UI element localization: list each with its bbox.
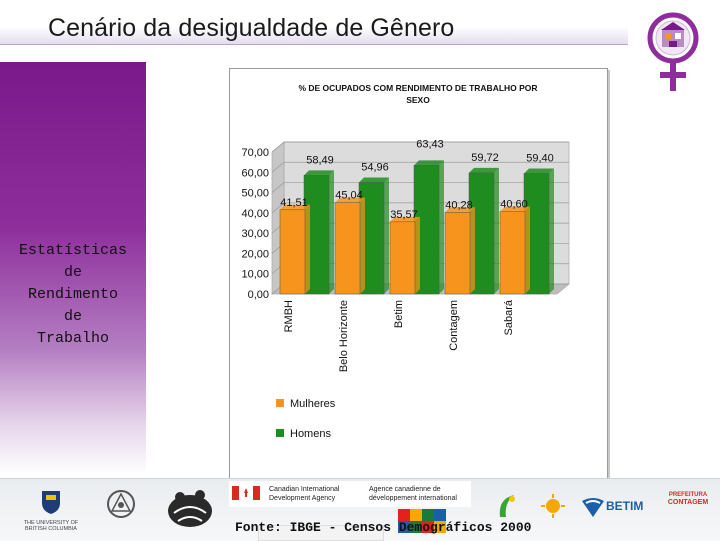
ubc-name-line: BRITISH COLUMBIA bbox=[25, 526, 77, 532]
gridline bbox=[271, 141, 569, 153]
data-label-homens: 54,96 bbox=[361, 162, 389, 174]
bar-mulheres-side bbox=[305, 204, 310, 294]
cida-name-en: Canadian International Development Agenc… bbox=[269, 485, 339, 503]
bar-mulheres bbox=[499, 211, 526, 295]
bar-mulheres-side bbox=[525, 206, 530, 294]
header-bar bbox=[0, 0, 628, 45]
bar-mulheres-top bbox=[500, 206, 530, 212]
ubc-name-line: THE UNIVERSITY OF bbox=[23, 520, 79, 526]
bar-homens-top bbox=[304, 170, 334, 176]
category-label: Belo Horizonte bbox=[338, 300, 350, 372]
cida-en-line: Canadian International bbox=[269, 486, 340, 493]
data-label-homens: 63,43 bbox=[416, 138, 444, 150]
sidebar-band bbox=[0, 62, 146, 474]
legend-label: Mulheres bbox=[290, 398, 336, 410]
data-label-mulheres: 35,57 bbox=[390, 209, 418, 221]
bar-mulheres bbox=[279, 209, 306, 295]
cida-en-line: Development Agency bbox=[269, 495, 336, 502]
venus-logo-icon bbox=[647, 12, 699, 91]
cida-fr-line: développement international bbox=[369, 495, 457, 502]
bar-homens-side bbox=[549, 168, 554, 294]
bar-mulheres-side bbox=[360, 197, 365, 294]
y-tick-label: 0,00 bbox=[248, 289, 269, 301]
ubc-crest-icon bbox=[42, 491, 60, 514]
bar-homens-top bbox=[414, 160, 444, 166]
bar-mulheres-top bbox=[445, 207, 475, 213]
data-label-homens: 59,72 bbox=[471, 152, 499, 164]
chart-panel: % DE OCUPADOS COM RENDIMENTO DE TRABALHO… bbox=[229, 68, 608, 480]
dancing-figures-icon bbox=[168, 490, 212, 527]
category-label: Contagem bbox=[448, 300, 460, 351]
y-tick-label: 60,00 bbox=[241, 167, 269, 179]
sidebar-line: Trabalho bbox=[36, 330, 109, 347]
y-tick-label: 50,00 bbox=[241, 188, 269, 200]
bar-homens-side bbox=[329, 170, 334, 294]
bar-homens-side bbox=[494, 167, 499, 294]
y-tick-label: 70,00 bbox=[241, 147, 269, 159]
bar-mulheres bbox=[334, 202, 361, 295]
legend-swatch bbox=[276, 429, 284, 437]
bar-mulheres-side bbox=[415, 216, 420, 294]
y-tick-label: 20,00 bbox=[241, 248, 269, 260]
category-label: Sabará bbox=[503, 299, 515, 335]
bar-mulheres bbox=[389, 221, 416, 295]
legend-swatch bbox=[276, 399, 284, 407]
cida-logo-block: Canadian International Development Agenc… bbox=[229, 481, 471, 507]
data-label-homens: 58,49 bbox=[306, 154, 334, 166]
category-label: RMBH bbox=[283, 300, 295, 332]
sidebar-line: Estatísticas bbox=[18, 242, 128, 259]
sidebar-line: de bbox=[63, 264, 82, 281]
bar-homens-top bbox=[359, 177, 389, 183]
bar-mulheres bbox=[444, 212, 471, 295]
data-label-mulheres: 40,28 bbox=[445, 199, 473, 211]
sidebar-line: de bbox=[63, 308, 82, 325]
bar-mulheres-side bbox=[470, 207, 475, 294]
data-label-mulheres: 40,60 bbox=[500, 199, 528, 211]
bar-chart: % DE OCUPADOS COM RENDIMENTO DE TRABALHO… bbox=[241, 83, 570, 440]
cida-fr-line: Agence canadienne de bbox=[369, 486, 441, 493]
page-title: Cenário da desigualdade de Gênero bbox=[48, 14, 455, 42]
y-tick-label: 30,00 bbox=[241, 228, 269, 240]
contagem-logo: PREFEITURA CONTAGEM bbox=[664, 491, 712, 517]
bar-mulheres-top bbox=[390, 216, 420, 222]
cida-name-fr: Agence canadienne de développement inter… bbox=[369, 485, 457, 503]
sun-logo-icon bbox=[541, 494, 565, 518]
sidebar-caption: Estatísticas de Rendimento de Trabalho bbox=[0, 240, 146, 350]
brasil-mosaic-icon bbox=[398, 509, 446, 533]
chart-title-line-1: % DE OCUPADOS COM RENDIMENTO DE TRABALHO… bbox=[298, 83, 537, 93]
gridline bbox=[271, 161, 569, 173]
contagem-line: CONTAGEM bbox=[667, 499, 709, 506]
y-tick-label: 10,00 bbox=[241, 269, 269, 281]
bar-homens-top bbox=[524, 168, 554, 174]
bar-mulheres-top bbox=[335, 197, 365, 203]
bar-homens-side bbox=[439, 160, 444, 294]
bar-mulheres-top bbox=[280, 204, 310, 210]
y-tick-label: 40,00 bbox=[241, 208, 269, 220]
bar-homens-side bbox=[384, 177, 389, 294]
data-label-mulheres: 45,04 bbox=[335, 190, 363, 202]
source-note: Fonte: IBGE - Censos Demográficos 2000 bbox=[235, 520, 532, 535]
betim-wordmark: BETIM bbox=[606, 499, 644, 513]
chart-title-line-2: SEXO bbox=[406, 95, 430, 105]
legend-label: Homens bbox=[290, 428, 331, 440]
cedaw-circle-icon bbox=[107, 490, 135, 518]
data-label-mulheres: 41,51 bbox=[280, 197, 308, 209]
betim-logo-icon bbox=[582, 498, 604, 517]
ubc-name: THE UNIVERSITY OF BRITISH COLUMBIA bbox=[14, 520, 88, 532]
category-label: Betim bbox=[393, 300, 405, 328]
green-swirl-icon bbox=[499, 495, 515, 517]
canada-flag-icon bbox=[232, 486, 260, 500]
contagem-line: PREFEITURA bbox=[668, 492, 708, 498]
footer-logo-strip: THE UNIVERSITY OF BRITISH COLUMBIA Canad… bbox=[0, 478, 720, 541]
data-label-homens: 59,40 bbox=[526, 153, 554, 165]
sidebar-line: Rendimento bbox=[27, 286, 118, 303]
bar-homens-top bbox=[469, 167, 499, 173]
